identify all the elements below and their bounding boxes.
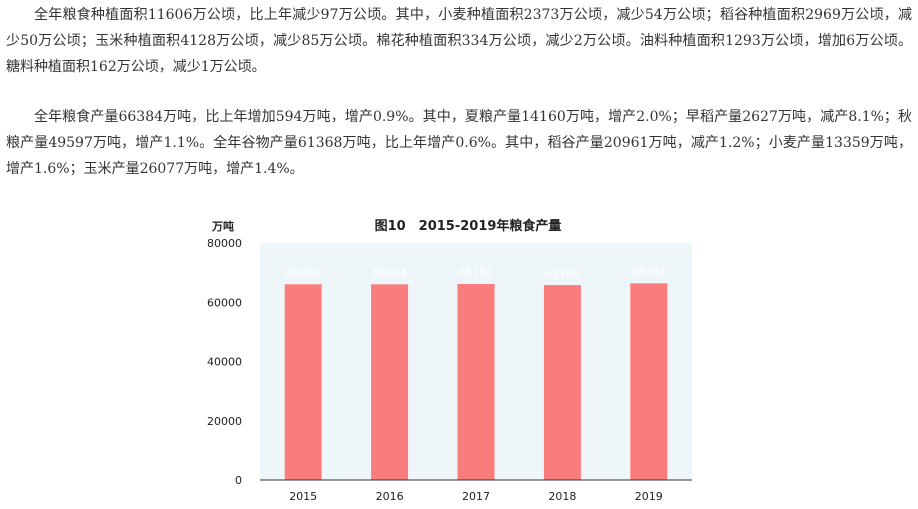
- y-tick-label: 0: [235, 474, 242, 487]
- x-axis-ticks: 2015 2016 2017 2018 2019: [289, 490, 663, 503]
- x-tick-label-2017: 2017: [462, 490, 490, 503]
- data-label-2015: 66060: [286, 266, 321, 279]
- bars: [284, 283, 668, 480]
- y-tick-label: 20000: [207, 415, 242, 428]
- data-labels: 66060 66044 66161 65789 66384: [286, 265, 667, 280]
- x-tick-label-2018: 2018: [548, 490, 576, 503]
- y-tick-label: 80000: [207, 237, 242, 250]
- paragraph-sown-area: 全年粮食种植面积11606万公顷，比上年减少97万公顷。其中，小麦种植面积237…: [6, 7, 912, 75]
- bar-2019: [630, 283, 668, 480]
- y-axis-ticks: 0 20000 40000 60000 80000: [207, 237, 242, 487]
- bar-2017: [457, 283, 495, 480]
- bar-2018: [543, 285, 581, 480]
- data-label-2019: 66384: [631, 265, 666, 278]
- chart-title: 图10 2015-2019年粮食产量: [375, 218, 562, 234]
- x-tick-label-2015: 2015: [289, 490, 317, 503]
- x-tick-label-2016: 2016: [376, 490, 404, 503]
- paragraph-grain-output: 全年粮食产量66384万吨，比上年增加594万吨，增产0.9%。其中，夏粮产量1…: [6, 109, 912, 177]
- bar-2016: [371, 284, 409, 480]
- grain-output-chart: 图10 2015-2019年粮食产量 万吨 0 20000 40000 60000 80…: [207, 218, 692, 503]
- data-label-2016: 66044: [372, 266, 407, 279]
- data-label-2018: 65789: [545, 267, 580, 280]
- bar-2015: [284, 284, 322, 480]
- x-tick-label-2019: 2019: [635, 490, 663, 503]
- y-tick-label: 60000: [207, 296, 242, 309]
- data-label-2017: 66161: [459, 266, 494, 279]
- y-tick-label: 40000: [207, 356, 242, 369]
- y-axis-unit: 万吨: [211, 219, 234, 233]
